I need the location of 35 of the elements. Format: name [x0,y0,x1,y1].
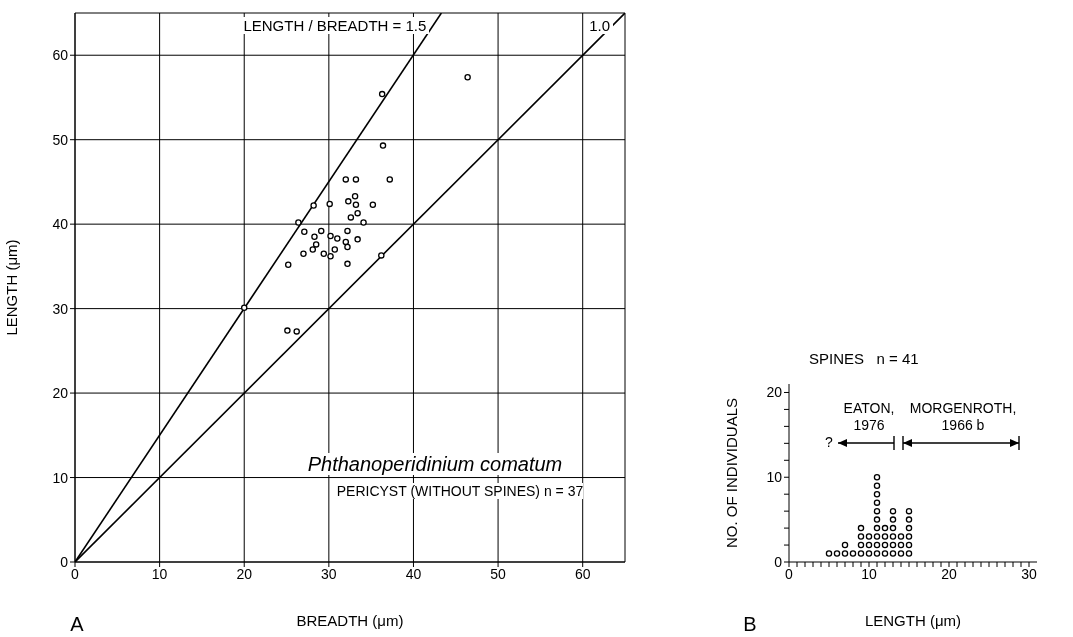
x-axis-title: LENGTH (μm) [864,612,962,629]
annotation: Phthanoperidinium comatum [307,453,563,475]
x-axis-title: BREADTH (μm) [296,612,404,629]
annotation: EATON, 1976 [843,400,895,433]
x-tick-label: 40 [405,565,422,582]
y-tick-label: 20 [52,385,69,402]
series-label: LENGTH / BREADTH = 1.5 [240,17,430,34]
y-tick-label: 40 [52,216,69,233]
text: B [743,613,757,635]
x-tick-label: 20 [236,565,253,582]
x-tick-label: 10 [861,565,877,582]
y-tick-label: 60 [52,47,69,64]
y-tick-label: 10 [766,469,783,486]
text: A [70,613,84,635]
annotation: MORGENROTH, 1966 b [909,400,1017,433]
annotation: ? [825,434,833,450]
series-label: 1.0 [586,17,613,34]
y-tick-label: 50 [52,131,69,148]
x-tick-label: 50 [490,565,507,582]
y-tick-label: 0 [774,553,783,570]
y-tick-label: 30 [52,300,69,317]
x-tick-label: 30 [1021,565,1037,582]
x-tick-label: 30 [321,565,337,582]
y-axis-title: LENGTH (μm) [3,239,21,336]
x-tick-label: 0 [71,565,80,582]
annotation: PERICYST (WITHOUT SPINES) n = 37 [336,483,584,499]
x-tick-label: 20 [941,565,957,582]
y-tick-label: 20 [766,384,783,401]
x-tick-label: 0 [785,565,794,582]
y-tick-label: 10 [52,469,69,486]
chart-title: SPINES n = 41 [809,350,919,367]
x-tick-label: 10 [151,565,168,582]
x-tick-label: 60 [574,565,591,582]
y-tick-label: 0 [60,553,69,570]
y-axis-title: NO. OF INDIVIDUALS [723,397,741,549]
